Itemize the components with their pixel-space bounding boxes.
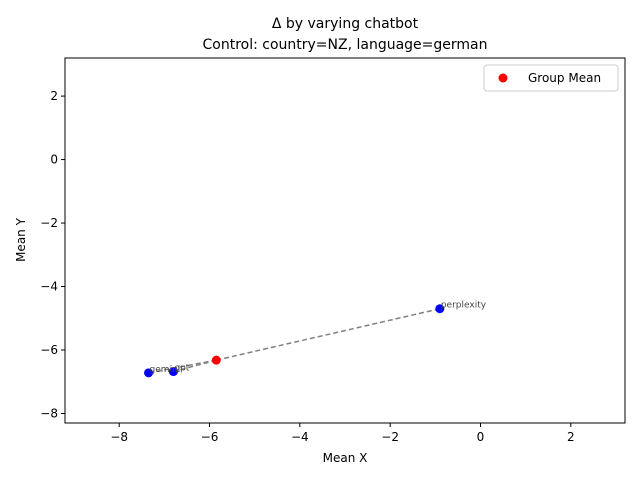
y-tick-label: −6 xyxy=(40,343,58,357)
connector-line-gpt xyxy=(173,359,217,373)
connector-lines xyxy=(148,308,441,374)
data-point-perplexity xyxy=(435,304,445,314)
y-tick-label: −8 xyxy=(40,406,58,420)
y-axis-label: Mean Y xyxy=(14,217,28,262)
data-markers xyxy=(144,304,445,378)
y-tick-label: −4 xyxy=(40,280,58,294)
x-tick-label: −6 xyxy=(201,430,219,444)
x-tick-label: 0 xyxy=(477,430,485,444)
data-point-gemini xyxy=(144,368,154,378)
x-axis-label: Mean X xyxy=(323,451,368,465)
group-mean-point xyxy=(211,355,221,365)
x-tick-label: −2 xyxy=(381,430,399,444)
legend: Group Mean xyxy=(483,64,619,92)
x-tick-label: −4 xyxy=(291,430,309,444)
legend-marker xyxy=(498,73,508,83)
legend-box xyxy=(483,64,619,92)
x-tick-label: −8 xyxy=(110,430,128,444)
point-label-perplexity: perplexity xyxy=(441,301,487,311)
x-tick-label: 2 xyxy=(567,430,575,444)
x-axis-ticks: −8 −6 −4 −2 0 2 xyxy=(110,423,575,444)
y-tick-label: 0 xyxy=(50,153,58,167)
connector-line-gemini xyxy=(148,359,217,374)
point-label-gemini: gemini xyxy=(150,365,181,375)
chart-title: Δ by varying chatbot xyxy=(272,16,419,32)
legend-label: Group Mean xyxy=(528,71,601,85)
data-point-gpt xyxy=(168,367,178,377)
chart-subtitle: Control: country=NZ, language=german xyxy=(202,37,487,53)
point-label-gpt: gpt xyxy=(174,364,189,374)
y-tick-label: 2 xyxy=(50,89,58,103)
y-axis-ticks: 2 0 −2 −4 −6 −8 xyxy=(40,89,65,420)
plot-frame xyxy=(64,57,626,424)
y-tick-label: −2 xyxy=(40,216,58,230)
connector-line-perplexity xyxy=(216,308,441,361)
